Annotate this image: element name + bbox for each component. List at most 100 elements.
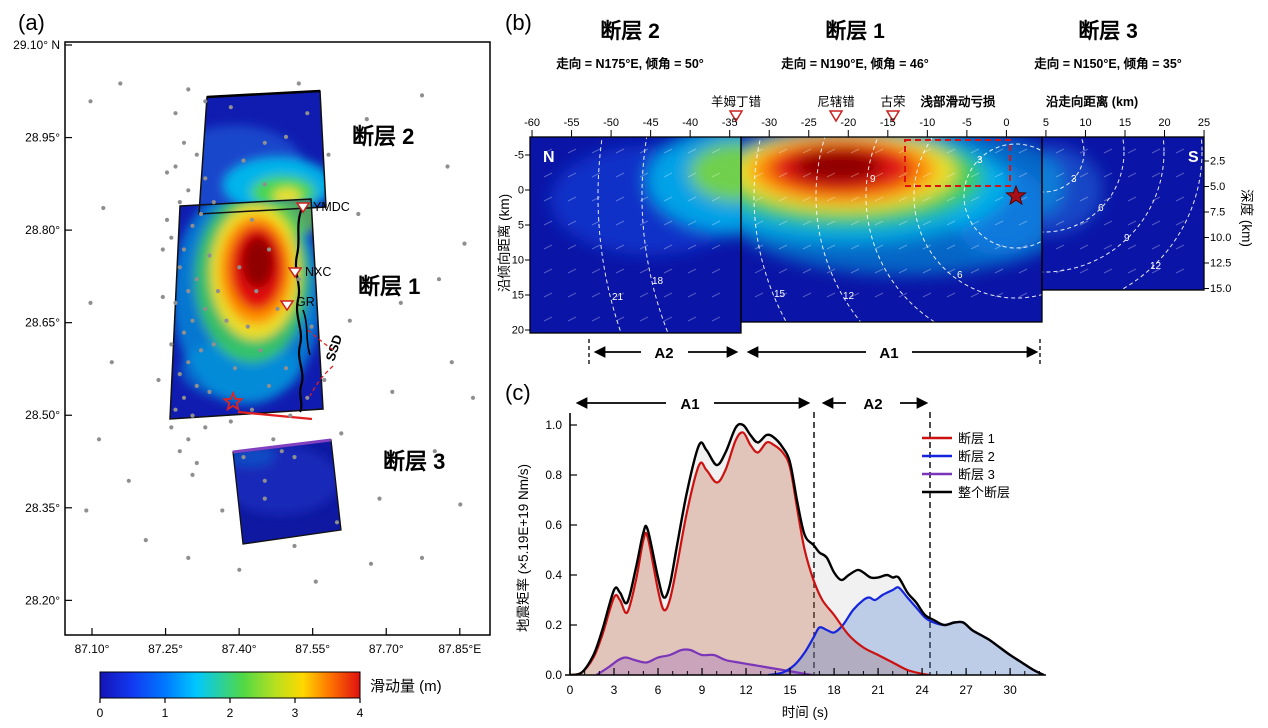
c-y-tick-label: 0.4 [545, 568, 562, 582]
section-params-fault1: 走向 = N190°E, 倾角 = 46° [781, 56, 929, 71]
dip-tick-label: 10 [512, 255, 524, 267]
aftershock-dot [262, 496, 267, 501]
rake-tick [826, 244, 836, 250]
rake-tick [1127, 172, 1137, 178]
rake-tick [567, 268, 577, 274]
contour-label: 3 [977, 155, 983, 166]
rake-tick [922, 244, 932, 250]
aftershock-dot [449, 360, 454, 365]
aftershock-dot [309, 324, 314, 329]
rake-tick [591, 268, 601, 274]
aftershock-dot [126, 478, 131, 483]
fault3-surface-trace [232, 438, 332, 454]
strike-tick-label: -20 [840, 117, 856, 129]
rake-tick [850, 220, 860, 226]
aftershock-dot [203, 306, 208, 311]
contour-label: 15 [774, 289, 786, 300]
aftershock-dot [462, 241, 467, 246]
aftershock-dot [237, 567, 242, 572]
rake-tick [711, 292, 721, 298]
epicenter-star [222, 390, 244, 412]
dip-tick-label: 15 [512, 290, 524, 302]
rake-tick [826, 196, 836, 202]
aftershock-dot [305, 111, 310, 116]
legend-label-fault2: 断层 2 [958, 449, 995, 464]
contour-label: 3 [1071, 174, 1077, 185]
contour-label: 6 [1098, 203, 1104, 214]
lat-tick-label: 28.65° [25, 316, 60, 330]
rake-tick [874, 268, 884, 274]
rake-tick [1175, 196, 1185, 202]
aftershock-dot [177, 265, 182, 270]
aftershock-dot [296, 81, 301, 86]
rake-tick [754, 220, 764, 226]
rake-tick [874, 244, 884, 250]
c-x-tick-label: 6 [655, 683, 662, 697]
rake-tick [1151, 148, 1161, 154]
section-params-fault2: 走向 = N175°E, 倾角 = 50° [556, 56, 704, 71]
c-x-tick-label: 21 [871, 683, 885, 697]
rake-tick [994, 292, 1004, 298]
aftershock-dot [258, 348, 263, 353]
rake-tick [778, 172, 788, 178]
rake-tick [1055, 244, 1065, 250]
strike-tick-label: -5 [962, 117, 972, 129]
c-x-tick-label: 30 [1003, 683, 1017, 697]
lat-tick-label: 28.50° [25, 408, 60, 422]
site-label-ymdc: YMDC [313, 200, 350, 214]
rake-tick [898, 220, 908, 226]
rake-tick [898, 244, 908, 250]
colorbar-tick-label: 3 [292, 706, 299, 720]
rake-tick [1055, 196, 1065, 202]
rake-tick [591, 220, 601, 226]
rake-tick [874, 220, 884, 226]
aftershock-dot [249, 217, 255, 222]
depth-tick-label: 7.5 [1210, 207, 1225, 219]
rake-tick [1103, 244, 1113, 250]
rake-tick [874, 196, 884, 202]
slip-deficit-label: 浅部滑动亏损 [920, 94, 996, 109]
rake-tick [543, 196, 553, 202]
aftershock-dots-layer [84, 81, 476, 584]
contour-label: 12 [843, 291, 855, 302]
map-panel: (a) [13, 10, 491, 720]
rake-tick [687, 316, 697, 322]
rake-tick [1018, 268, 1028, 274]
rake-tick [1127, 244, 1137, 250]
aftershock-dot [347, 318, 352, 323]
rake-tick [778, 196, 788, 202]
aftershock-dot [211, 200, 216, 205]
aftershock-dot [177, 372, 182, 377]
aftershock-dot [156, 377, 161, 383]
rake-tick [898, 292, 908, 298]
aftershock-dot [254, 289, 259, 294]
aftershock-dot [160, 294, 165, 300]
aftershock-dot [305, 395, 310, 400]
aftershock-dot [186, 289, 191, 294]
aftershock-dot [288, 413, 293, 418]
map-fault3-plane [233, 440, 341, 544]
c-x-tick-label: 0 [567, 683, 574, 697]
section-title-fault3: 断层 3 [1078, 19, 1138, 43]
c-a1-label: A1 [680, 396, 699, 413]
aftershock-dot [364, 117, 369, 122]
aftershock-dot [390, 389, 395, 394]
aftershock-dot [279, 449, 284, 454]
rake-tick [754, 148, 764, 154]
series-curve-3 [570, 422, 1045, 675]
aftershock-dot [101, 205, 106, 211]
aftershock-dot [339, 431, 344, 436]
rake-tick [543, 148, 553, 154]
rake-tick [850, 244, 860, 250]
site-label-gr: GR [296, 295, 315, 309]
depth-tick-label: 2.5 [1210, 156, 1225, 168]
rake-tick [994, 196, 1004, 202]
rake-tick [687, 172, 697, 178]
aftershock-dot [169, 425, 174, 430]
rake-tick [850, 268, 860, 274]
aftershock-dot [186, 555, 191, 561]
rake-tick [802, 196, 812, 202]
section-title-fault2: 断层 2 [600, 19, 660, 43]
aftershock-dot [283, 134, 289, 139]
strike-tick-label: 0 [1003, 117, 1009, 129]
